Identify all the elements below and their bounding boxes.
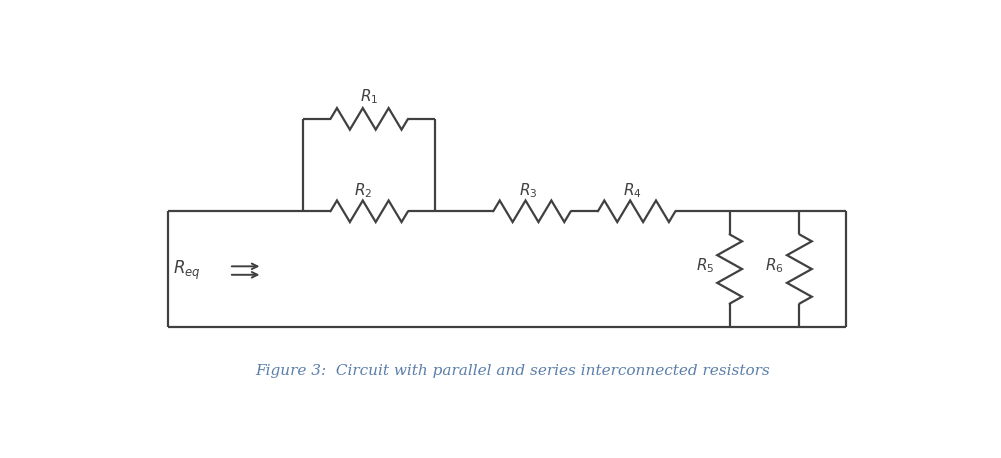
- Text: $R_4$: $R_4$: [624, 182, 642, 201]
- Text: $R_2$: $R_2$: [354, 182, 372, 201]
- Text: $R_1$: $R_1$: [360, 87, 378, 106]
- Text: $R_3$: $R_3$: [519, 182, 538, 201]
- Text: $R_5$: $R_5$: [696, 256, 714, 274]
- Text: Figure 3:  Circuit with parallel and series interconnected resistors: Figure 3: Circuit with parallel and seri…: [255, 365, 770, 378]
- Text: $R_{eq}$: $R_{eq}$: [173, 259, 201, 282]
- Text: $R_6$: $R_6$: [765, 256, 784, 274]
